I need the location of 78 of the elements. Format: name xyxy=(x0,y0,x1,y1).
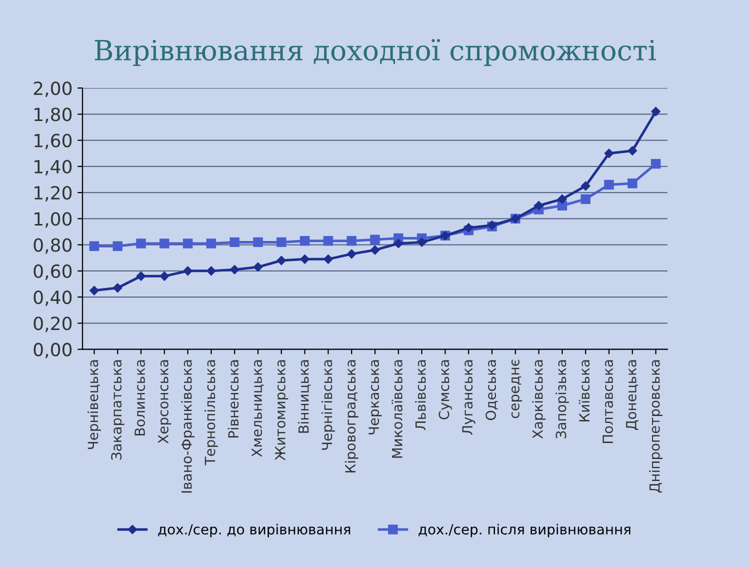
point xyxy=(370,234,380,244)
point xyxy=(230,237,240,248)
point xyxy=(112,241,122,251)
point xyxy=(650,158,661,169)
y-tick-label: 1,80 xyxy=(34,108,72,124)
point xyxy=(604,148,614,158)
y-tick-label: 0,80 xyxy=(34,238,72,254)
y-tick-label: 1,00 xyxy=(34,212,72,228)
x-tick-label: Житомирська xyxy=(275,360,288,460)
point xyxy=(206,238,216,248)
x-tick-label: Кіровоградська xyxy=(344,360,358,472)
legend-label: дох./сер. до вирівнювання xyxy=(158,524,350,538)
y-tick-label: 0,20 xyxy=(34,316,72,332)
x-tick-label: Миколаївська xyxy=(392,360,402,458)
x-tick-label: Полтавська xyxy=(602,360,614,444)
y-tick-label: 1,20 xyxy=(34,186,72,202)
point xyxy=(160,272,170,281)
point xyxy=(558,194,567,204)
point xyxy=(276,237,286,248)
point xyxy=(112,283,122,293)
x-tick-label: Чернівецька xyxy=(87,360,101,449)
x-tick-label: Тернопільська xyxy=(204,360,218,466)
x-tick-label: Одеська xyxy=(486,360,498,420)
y-tick-label: 0,40 xyxy=(34,290,72,306)
y-tick-label: 2,00 xyxy=(34,82,72,97)
point xyxy=(346,236,356,246)
y-tick-label: 0,00 xyxy=(34,342,72,358)
point xyxy=(136,272,146,281)
y-tick-label: 1,60 xyxy=(34,134,72,150)
point xyxy=(628,146,638,156)
point xyxy=(90,286,99,296)
x-tick-label: Вінницька xyxy=(298,360,311,433)
point xyxy=(230,265,240,274)
x-tick-label: Дніпропетровська xyxy=(649,360,663,492)
point xyxy=(253,262,263,272)
x-tick-label: Донецька xyxy=(626,360,638,430)
point xyxy=(346,249,356,259)
point xyxy=(323,236,334,246)
point xyxy=(182,238,193,248)
point xyxy=(300,236,310,246)
point xyxy=(604,180,614,190)
point xyxy=(370,245,380,255)
y-tick-label: 0,60 xyxy=(34,264,72,280)
point xyxy=(276,256,286,266)
x-tick-label: Київська xyxy=(578,360,590,422)
x-tick-label: Запорізька xyxy=(555,360,569,438)
x-tick-label: Херсонська xyxy=(158,360,172,444)
x-tick-label: Черкаська xyxy=(368,360,382,434)
point xyxy=(394,238,404,248)
x-tick-label: Харківська xyxy=(532,360,546,439)
x-tick-label: Луганська xyxy=(462,360,476,435)
point xyxy=(464,223,474,232)
point xyxy=(206,266,216,276)
point xyxy=(136,238,146,248)
x-tick-label: Закарпатська xyxy=(111,360,124,460)
y-tick-label: 1,40 xyxy=(34,160,72,176)
x-tick-label: Сумська xyxy=(438,360,452,420)
x-tick-label: Чернігівська xyxy=(321,360,335,450)
point xyxy=(580,181,590,191)
point xyxy=(253,237,263,248)
point xyxy=(89,241,100,251)
point xyxy=(183,266,192,276)
point xyxy=(160,238,170,248)
x-tick-label: Рівненська xyxy=(228,360,239,438)
point xyxy=(651,106,660,116)
point xyxy=(417,238,426,247)
point xyxy=(324,254,333,264)
x-tick-label: Івано-Франківська xyxy=(181,360,195,493)
x-tick-label: Хмельницька xyxy=(252,360,264,457)
chart-title: Вирівнювання доходної спроможності xyxy=(94,38,656,66)
point xyxy=(580,194,590,204)
x-tick-label: Львівська xyxy=(415,360,426,430)
x-tick-label: Волинська xyxy=(134,360,146,436)
x-tick-label: середнє xyxy=(511,360,522,418)
point xyxy=(628,178,638,188)
point xyxy=(300,254,310,264)
point xyxy=(534,200,544,210)
legend-label: дох./сер. після вирівнювання xyxy=(418,524,630,538)
